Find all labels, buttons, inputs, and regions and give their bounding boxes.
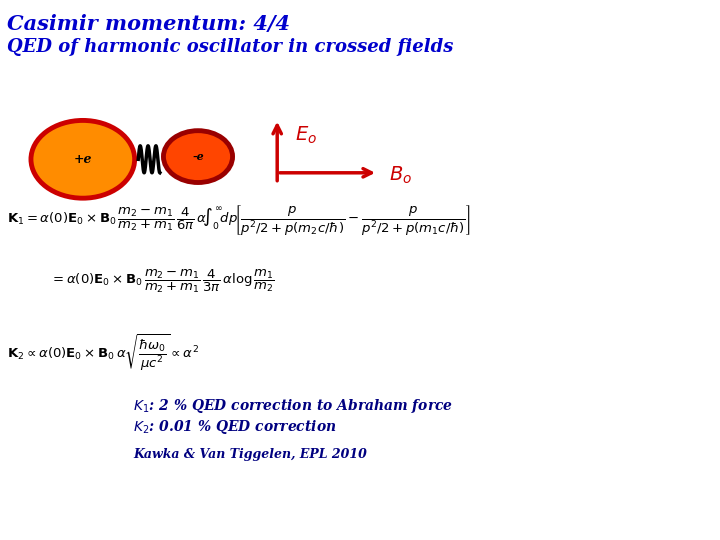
Text: $\mathit{B_o}$: $\mathit{B_o}$ — [389, 165, 412, 186]
Text: +e: +e — [73, 153, 92, 166]
Text: -e: -e — [192, 151, 204, 162]
Circle shape — [163, 131, 233, 183]
Text: Casimir momentum: 4/4: Casimir momentum: 4/4 — [7, 14, 290, 33]
Text: Kawka & Van Tiggelen, EPL 2010: Kawka & Van Tiggelen, EPL 2010 — [133, 448, 367, 461]
Text: $\mathit{E_o}$: $\mathit{E_o}$ — [295, 124, 318, 145]
Text: $= \alpha(0)\mathbf{E}_0 \times \mathbf{B}_0\,\dfrac{m_2-m_1}{m_2+m_1}\,\dfrac{4: $= \alpha(0)\mathbf{E}_0 \times \mathbf{… — [50, 267, 275, 295]
Text: QED of harmonic oscillator in crossed fields: QED of harmonic oscillator in crossed fi… — [7, 38, 454, 56]
Text: $\mathbf{K}_1 = \alpha(0)\mathbf{E}_0 \times \mathbf{B}_0\,\dfrac{m_2-m_1}{m_2+m: $\mathbf{K}_1 = \alpha(0)\mathbf{E}_0 \t… — [7, 202, 471, 237]
Circle shape — [31, 120, 135, 198]
Text: $\mathbf{K}_2 \propto \alpha(0)\mathbf{E}_0 \times \mathbf{B}_0\,\alpha\sqrt{\df: $\mathbf{K}_2 \propto \alpha(0)\mathbf{E… — [7, 332, 199, 373]
Text: $K_2$: 0.01 % QED correction: $K_2$: 0.01 % QED correction — [133, 418, 337, 436]
Text: $K_1$: 2 % QED correction to Abraham force: $K_1$: 2 % QED correction to Abraham for… — [133, 397, 454, 415]
